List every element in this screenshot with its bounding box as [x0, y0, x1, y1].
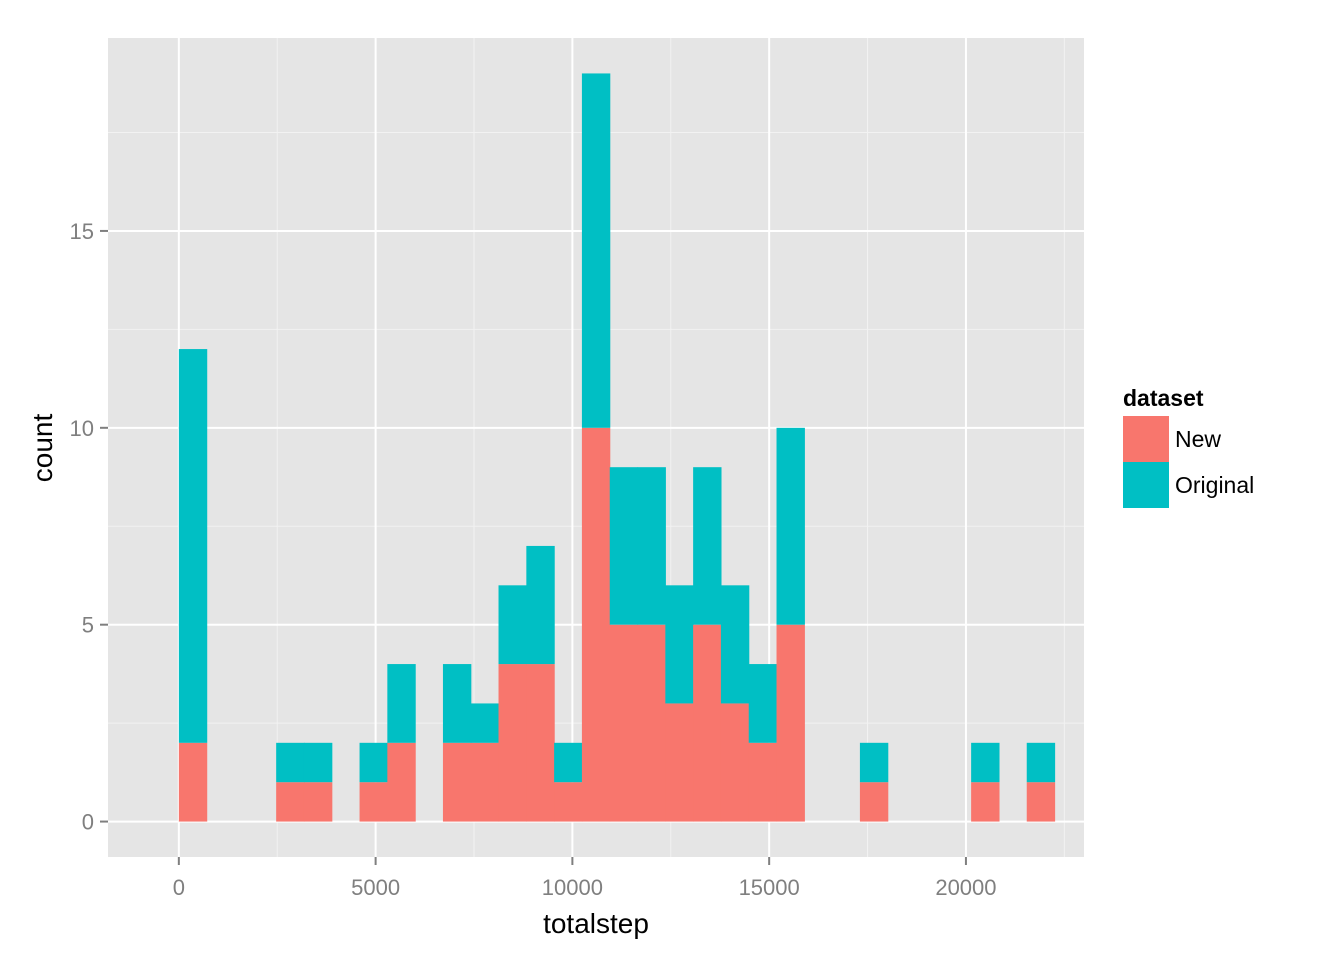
- bar-original: [665, 585, 694, 704]
- bar-original: [303, 742, 333, 783]
- legend: dataset New Original: [1123, 385, 1254, 508]
- bar-original: [442, 664, 472, 743]
- bar-new: [442, 742, 472, 822]
- y-tick-label: 5: [82, 613, 94, 638]
- y-axis-title: count: [27, 414, 58, 483]
- legend-swatch-new: [1123, 416, 1169, 462]
- bar-original: [581, 73, 611, 428]
- bar-new: [581, 427, 611, 822]
- bar-original: [1026, 742, 1056, 783]
- y-tick-label: 0: [82, 810, 94, 835]
- bar-original: [498, 585, 527, 665]
- bar-new: [971, 782, 1000, 822]
- bar-new: [776, 624, 805, 822]
- bar-original: [609, 467, 639, 625]
- bar-new: [1026, 782, 1056, 822]
- bar-original: [637, 467, 666, 625]
- bar-new: [554, 782, 583, 822]
- x-tick-label: 0: [173, 875, 185, 900]
- legend-label-new: New: [1175, 426, 1221, 452]
- y-tick-label: 15: [70, 219, 94, 244]
- bar-original: [470, 703, 500, 743]
- bar-new: [526, 664, 555, 822]
- bar-new: [303, 782, 333, 822]
- bar-original: [971, 742, 1000, 783]
- bar-original: [859, 742, 889, 783]
- bar-new: [637, 624, 666, 822]
- legend-swatch-original: [1123, 462, 1169, 508]
- y-tick-label: 10: [70, 416, 94, 441]
- bar-new: [609, 624, 639, 822]
- bar-new: [748, 742, 778, 822]
- bar-new: [859, 782, 889, 822]
- legend-label-original: Original: [1175, 472, 1254, 498]
- bar-original: [693, 467, 722, 625]
- bar-new: [387, 742, 416, 822]
- bar-original: [387, 664, 416, 743]
- bar-new: [693, 624, 722, 822]
- bar-new: [359, 782, 388, 822]
- bar-new: [498, 664, 527, 822]
- bar-new: [276, 782, 305, 822]
- x-tick-label: 5000: [351, 875, 400, 900]
- x-axis: 0 5000 10000 15000 20000: [173, 857, 997, 900]
- bar-original: [748, 664, 778, 743]
- bar-new: [665, 703, 694, 822]
- bar-original: [554, 742, 583, 783]
- bar-original: [178, 349, 208, 743]
- bar-original: [526, 545, 555, 665]
- x-tick-label: 10000: [542, 875, 603, 900]
- legend-title: dataset: [1123, 385, 1204, 411]
- x-axis-title: totalstep: [543, 908, 649, 939]
- bar-new: [470, 742, 500, 822]
- x-tick-label: 20000: [935, 875, 996, 900]
- bar-new: [178, 742, 208, 822]
- x-tick-label: 15000: [739, 875, 800, 900]
- bar-original: [776, 427, 805, 625]
- bar-original: [359, 742, 388, 783]
- y-axis: 0 5 10 15: [70, 219, 108, 835]
- bar-new: [720, 703, 750, 822]
- bars: [178, 73, 1056, 822]
- bar-original: [276, 742, 305, 783]
- bar-original: [720, 585, 750, 704]
